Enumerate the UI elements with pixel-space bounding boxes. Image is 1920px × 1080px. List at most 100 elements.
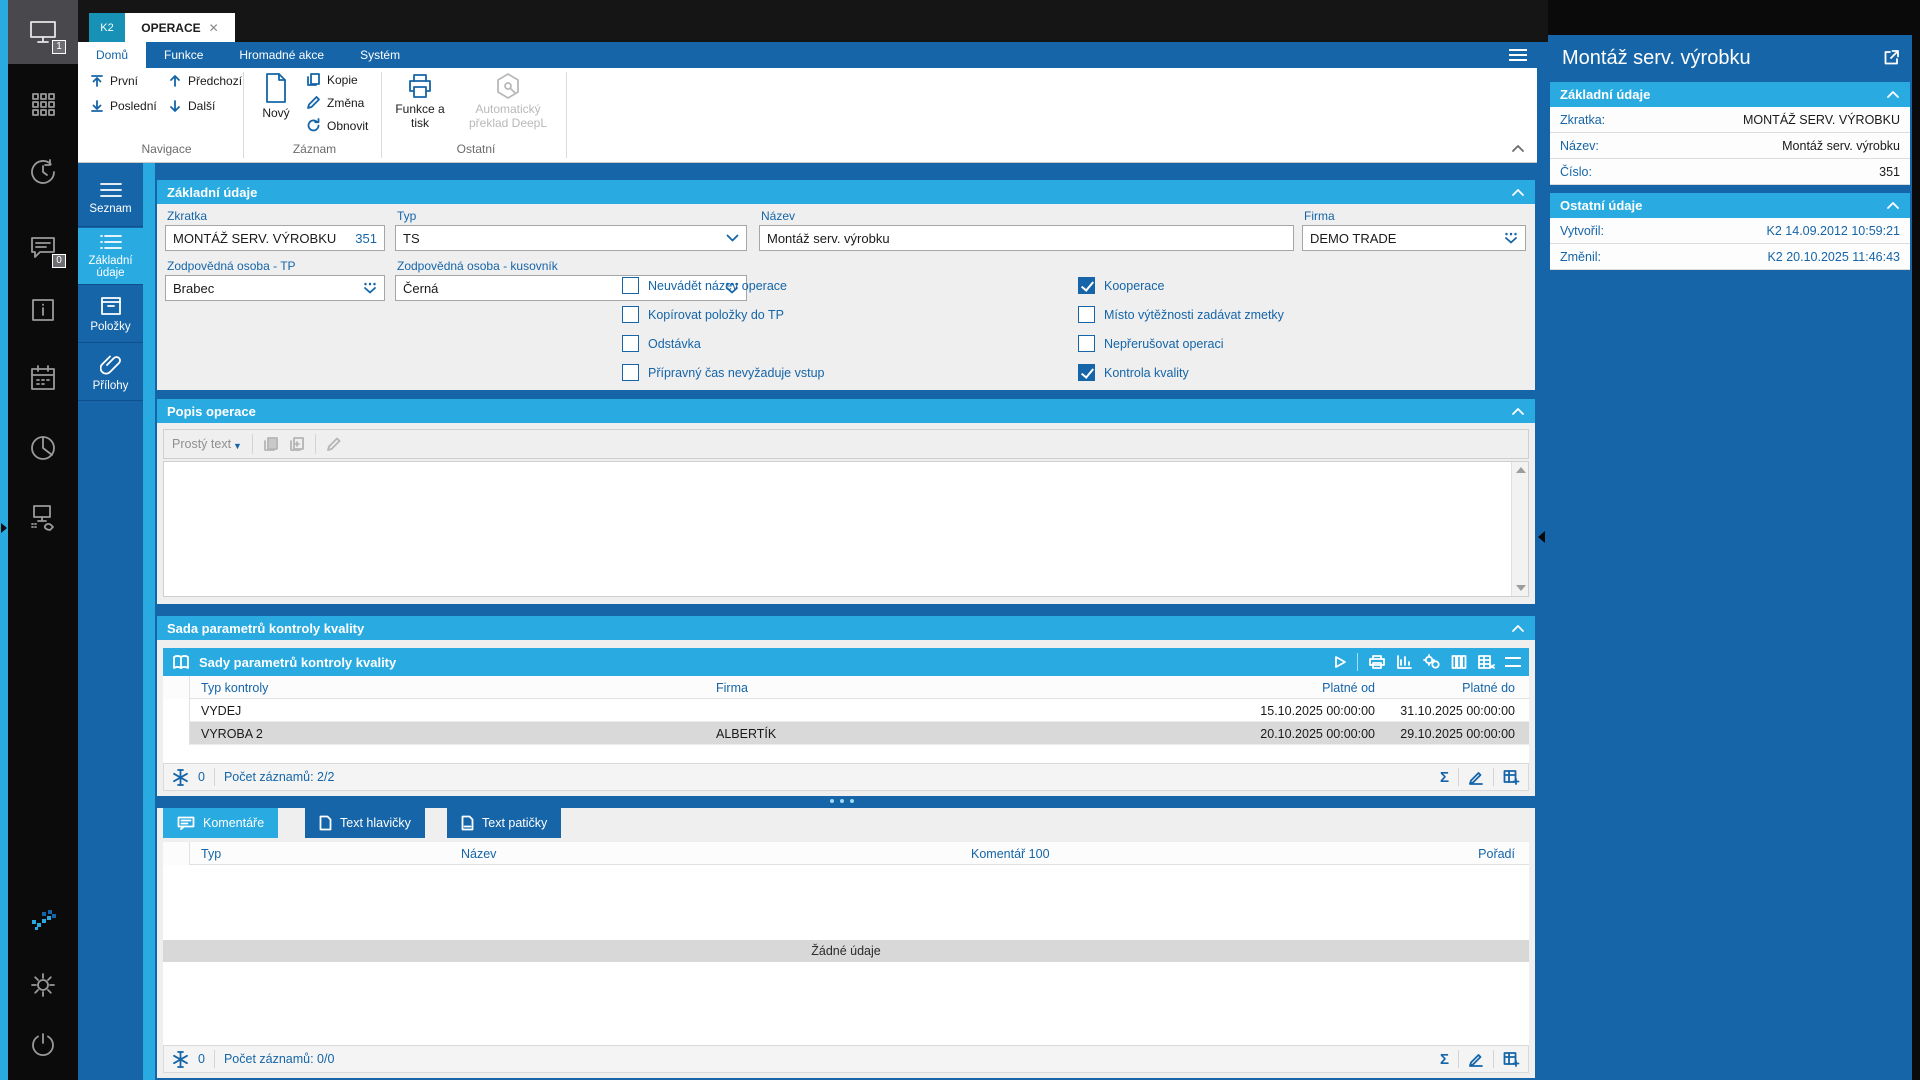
sidebar-item-contact-center[interactable] [8, 488, 78, 548]
collapse-ribbon-icon[interactable] [1511, 144, 1525, 153]
new-record-button[interactable]: Nový [254, 72, 298, 120]
collapse-section-icon[interactable] [1886, 201, 1900, 210]
copy-icon[interactable] [263, 436, 279, 452]
play-icon[interactable] [1333, 655, 1347, 669]
tab-text-hlavicky[interactable]: Text hlavičky [305, 808, 425, 838]
tab-operace[interactable]: OPERACE ✕ [125, 13, 235, 42]
last-record-button[interactable]: Poslední [90, 99, 157, 113]
table-row[interactable]: VYDEJ 15.10.2025 00:00:00 31.10.2025 00:… [163, 699, 1529, 722]
sidebar-item-calendar[interactable] [8, 348, 78, 408]
checkbox-neuvadet-nazev[interactable]: Neuvádět název operace [622, 277, 787, 294]
splitter-handle[interactable] [830, 799, 860, 804]
ribbon-tab-hromadne-akce[interactable]: Hromadné akce [221, 42, 342, 68]
grid-menu-icon[interactable] [1505, 657, 1521, 667]
firma-lookup[interactable]: DEMO TRADE [1302, 225, 1526, 251]
typ-select[interactable]: TS [395, 225, 747, 251]
sidebar-item-history[interactable] [8, 142, 78, 202]
checkbox-misto-vyteznosti[interactable]: Místo výtěžnosti zadávat zmetky [1078, 306, 1284, 323]
sidebar-item-modules[interactable] [8, 74, 78, 134]
lookup-dots-chevron-icon[interactable] [725, 282, 739, 294]
sidenav-item-seznam[interactable]: Seznam [78, 170, 143, 227]
paste-icon[interactable] [289, 436, 305, 452]
change-record-button[interactable]: Změna [306, 95, 364, 110]
popis-textarea[interactable] [163, 461, 1529, 597]
collapse-section-icon[interactable] [1511, 624, 1525, 633]
open-external-icon[interactable] [1883, 49, 1900, 66]
asterisk-filter-icon[interactable] [172, 1050, 189, 1068]
ribbon-tab-domu[interactable]: Domů [78, 42, 147, 68]
checkbox-pripravny-cas[interactable]: Přípravný čas nevyžaduje vstup [622, 364, 824, 381]
chevron-down-icon[interactable] [726, 234, 739, 242]
gears-icon[interactable] [1423, 654, 1441, 670]
printer-icon[interactable] [1368, 654, 1386, 670]
section-title: Sada parametrů kontroly kvality [167, 620, 365, 636]
excel-export-icon[interactable] [1477, 654, 1495, 670]
next-record-button[interactable]: Další [168, 99, 215, 113]
column-header-firma[interactable]: Firma [716, 680, 748, 695]
collapse-section-icon[interactable] [1511, 407, 1525, 416]
sidenav-item-polozky[interactable]: Položky [78, 286, 143, 343]
edit-pencil-icon[interactable] [1468, 769, 1484, 785]
edit-pencil-icon[interactable] [1468, 1051, 1484, 1067]
status-separator [1493, 1050, 1494, 1068]
sidebar-item-reports[interactable] [8, 418, 78, 478]
sidebar-item-k2-logo[interactable] [8, 890, 78, 950]
sidenav-item-prilohy[interactable]: Přílohy [78, 344, 143, 401]
tab-text-paticky[interactable]: Text patičky [447, 808, 562, 838]
sidenav-item-zakladni-udaje[interactable]: Základní údaje [78, 228, 143, 285]
sidebar-expand-arrow-icon[interactable] [1, 523, 7, 533]
ribbon-tab-system[interactable]: Systém [342, 42, 418, 68]
checkbox-neprerusovat[interactable]: Nepřerušovat operaci [1078, 335, 1224, 352]
lookup-dots-chevron-icon[interactable] [1504, 232, 1518, 244]
sidebar-item-info[interactable] [8, 280, 78, 340]
close-icon[interactable]: ✕ [208, 20, 219, 35]
pencil-icon[interactable] [326, 436, 342, 452]
osoba-kusovnik-lookup[interactable]: Černá [395, 275, 747, 301]
table-row-selected[interactable]: VYROBA 2 ALBERTÍK 20.10.2025 00:00:00 29… [163, 722, 1529, 745]
checkbox-kontrola-kvality[interactable]: Kontrola kvality [1078, 364, 1189, 381]
column-header-typ[interactable]: Typ [201, 846, 222, 861]
nazev-input[interactable]: Montáž serv. výrobku [759, 225, 1294, 251]
column-header-nazev[interactable]: Název [461, 846, 497, 861]
function-print-button[interactable]: Funkce a tisk [390, 72, 450, 130]
sidebar-item-desktop[interactable]: 1 [8, 0, 78, 64]
zkratka-input[interactable]: MONTÁŽ SERV. VÝROBKU 351 [165, 225, 385, 251]
hamburger-menu-icon[interactable] [1509, 49, 1527, 61]
scroll-up-icon[interactable] [1516, 467, 1526, 473]
columns-icon[interactable] [1451, 654, 1467, 670]
column-header-platne-do[interactable]: Platné do [1462, 680, 1515, 695]
collapse-section-icon[interactable] [1511, 188, 1525, 197]
table-settings-icon[interactable] [1503, 1051, 1520, 1067]
column-header-typ-kontroly[interactable]: Typ kontroly [201, 680, 269, 695]
sum-icon[interactable]: Σ [1439, 768, 1449, 786]
text-mode-dropdown[interactable]: Prostý text ▼ [172, 437, 242, 451]
refresh-record-button[interactable]: Obnovit [306, 118, 368, 133]
column-header-komentar[interactable]: Komentář 100 [971, 846, 1050, 861]
checkbox-kopirovat-polozky[interactable]: Kopírovat položky do TP [622, 306, 784, 323]
lookup-dots-chevron-icon[interactable] [363, 282, 377, 294]
previous-record-button[interactable]: Předchozí [168, 74, 242, 88]
first-record-button[interactable]: První [90, 74, 138, 88]
osoba-tp-lookup[interactable]: Brabec [165, 275, 385, 301]
tab-k2[interactable]: K2 [89, 13, 125, 42]
table-settings-icon[interactable] [1503, 769, 1520, 785]
chart-icon[interactable] [1396, 654, 1413, 670]
checkbox-label: Místo výtěžnosti zadávat zmetky [1104, 307, 1284, 322]
asterisk-filter-icon[interactable] [172, 768, 189, 786]
column-header-poradi[interactable]: Pořadí [1478, 846, 1515, 861]
checkbox-odstavka[interactable]: Odstávka [622, 335, 701, 352]
copy-record-button[interactable]: Kopie [306, 72, 358, 87]
scroll-down-icon[interactable] [1516, 585, 1526, 591]
sidebar-item-power[interactable] [8, 1015, 78, 1075]
vertical-scrollbar[interactable] [1511, 462, 1528, 596]
sidebar-item-settings[interactable] [8, 955, 78, 1015]
ribbon-tab-funkce[interactable]: Funkce [146, 42, 221, 68]
sum-icon[interactable]: Σ [1439, 1050, 1449, 1068]
collapse-panel-arrow-icon[interactable] [1538, 531, 1545, 543]
sidebar-item-messages[interactable]: 0 [8, 218, 78, 278]
checkbox-kooperace[interactable]: Kooperace [1078, 277, 1164, 294]
collapse-section-icon[interactable] [1886, 90, 1900, 99]
column-header-platne-od[interactable]: Platné od [1322, 680, 1375, 695]
tab-komentare[interactable]: Komentáře [163, 808, 279, 838]
deepl-translate-button[interactable]: Automatický překlad DeepL [460, 72, 556, 130]
